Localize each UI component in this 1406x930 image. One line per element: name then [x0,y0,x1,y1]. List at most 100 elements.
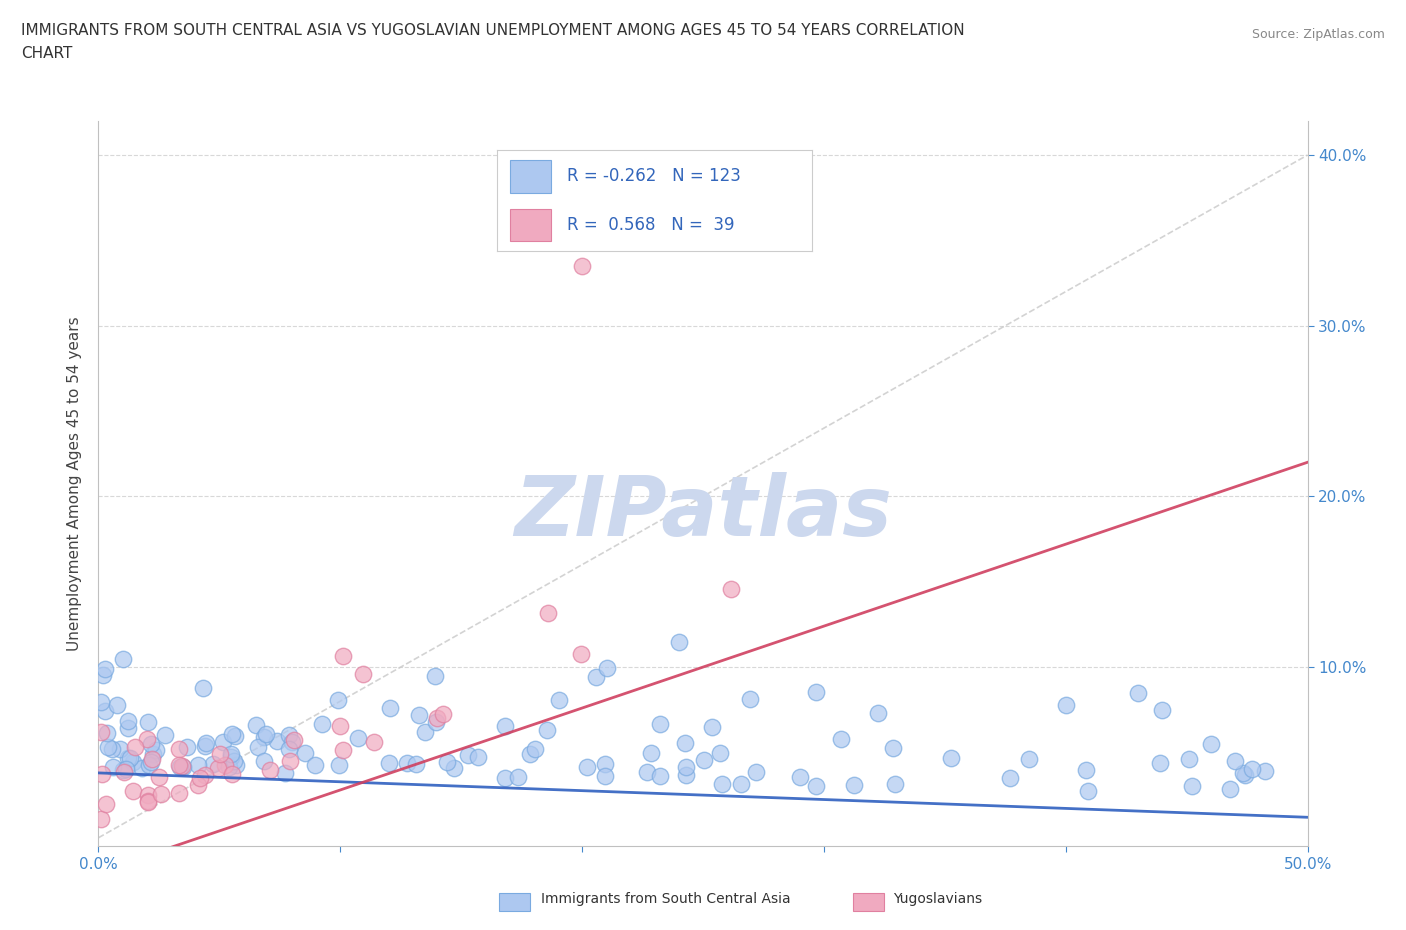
Point [245,717,267,732]
Point [218,759,240,774]
Point [1180,778,1202,793]
Text: ZIPatlas: ZIPatlas [515,472,891,553]
Point [593,769,616,784]
Point [254,726,277,741]
Point [524,741,547,756]
Point [332,648,354,663]
Point [352,667,374,682]
Point [882,740,904,755]
Point [110,741,132,756]
Point [1018,751,1040,766]
Point [253,729,276,744]
Point [138,758,160,773]
Point [702,719,724,734]
Point [90,766,112,781]
Point [138,714,160,729]
Point [585,670,607,684]
Point [1152,702,1174,717]
Point [193,680,215,695]
Point [789,769,811,784]
Point [90,724,112,739]
Point [141,751,163,766]
Point [219,750,242,764]
Point [1077,784,1099,799]
Point [328,758,350,773]
Point [346,730,368,745]
Point [648,717,671,732]
Point [103,760,125,775]
Point [1178,751,1201,766]
Point [253,753,276,768]
Point [675,760,697,775]
Point [105,698,128,713]
Point [1074,763,1097,777]
Point [117,714,139,729]
Y-axis label: Unemployment Among Ages 45 to 54 years: Unemployment Among Ages 45 to 54 years [67,316,83,651]
Point [138,795,160,810]
Point [117,751,139,765]
Point [169,786,191,801]
Point [650,768,672,783]
Point [1232,765,1254,780]
Point [842,777,865,792]
Point [425,715,447,730]
Point [709,746,731,761]
Point [112,652,135,667]
Point [167,742,190,757]
Point [668,635,690,650]
Point [170,759,193,774]
Point [145,742,167,757]
Point [396,755,419,770]
Point [142,746,165,761]
Point [693,753,716,768]
Point [219,746,242,761]
Point [436,754,458,769]
Point [868,706,890,721]
Point [738,692,761,707]
Point [413,725,436,740]
Point [96,725,118,740]
Point [120,751,142,765]
Point [280,735,302,750]
Point [596,660,619,675]
Point [97,740,120,755]
Point [187,758,209,773]
Point [547,693,569,708]
Point [494,719,516,734]
Point [131,760,153,775]
Point [332,743,354,758]
Point [537,605,560,620]
Point [114,762,136,777]
Point [224,753,246,768]
Point [221,766,243,781]
Point [278,742,301,757]
Point [283,732,305,747]
Point [1000,770,1022,785]
Point [94,797,117,812]
Point [457,748,479,763]
Point [1240,762,1263,777]
Point [194,738,217,753]
Point [1199,737,1222,751]
Point [378,755,401,770]
Point [112,764,135,779]
Point [423,669,446,684]
Point [124,739,146,754]
Point [675,767,697,782]
Point [405,756,427,771]
Point [139,754,162,769]
Point [467,749,489,764]
Point [122,754,145,769]
Point [804,778,827,793]
Text: CHART: CHART [21,46,73,61]
Point [571,259,593,273]
Point [195,736,218,751]
Point [112,763,135,777]
Text: IMMIGRANTS FROM SOUTH CENTRAL ASIA VS YUGOSLAVIAN UNEMPLOYMENT AMONG AGES 45 TO : IMMIGRANTS FROM SOUTH CENTRAL ASIA VS YU… [21,23,965,38]
Point [675,735,697,750]
Point [408,708,430,723]
Point [121,783,143,798]
Point [278,727,301,742]
Point [101,741,124,756]
Point [536,723,558,737]
